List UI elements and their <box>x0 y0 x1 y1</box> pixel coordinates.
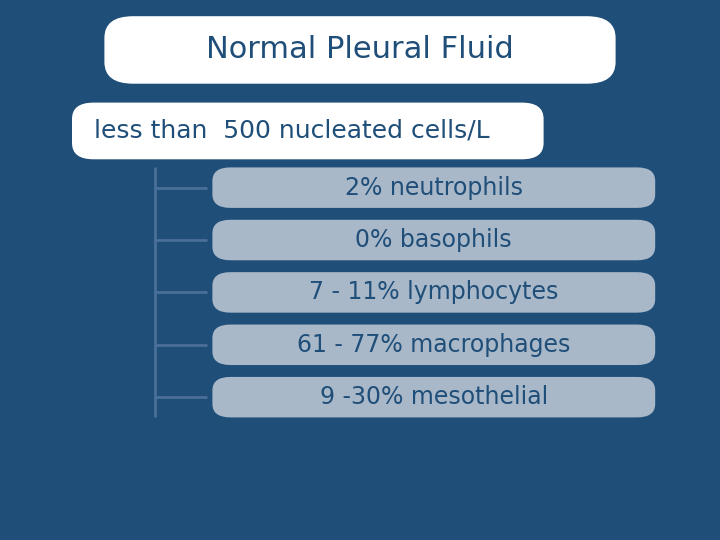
FancyBboxPatch shape <box>104 16 616 84</box>
FancyBboxPatch shape <box>72 103 544 159</box>
FancyBboxPatch shape <box>212 167 655 208</box>
FancyBboxPatch shape <box>212 220 655 260</box>
Text: 61 - 77% macrophages: 61 - 77% macrophages <box>297 333 570 357</box>
Text: 9 -30% mesothelial: 9 -30% mesothelial <box>320 385 548 409</box>
Text: 2% neutrophils: 2% neutrophils <box>345 176 523 200</box>
Text: 7 - 11% lymphocytes: 7 - 11% lymphocytes <box>309 280 559 305</box>
Text: Normal Pleural Fluid: Normal Pleural Fluid <box>206 36 514 64</box>
FancyBboxPatch shape <box>212 272 655 313</box>
FancyBboxPatch shape <box>212 377 655 417</box>
Text: 0% basophils: 0% basophils <box>356 228 512 252</box>
FancyBboxPatch shape <box>212 325 655 365</box>
Text: less than  500 nucleated cells/L: less than 500 nucleated cells/L <box>94 119 489 143</box>
